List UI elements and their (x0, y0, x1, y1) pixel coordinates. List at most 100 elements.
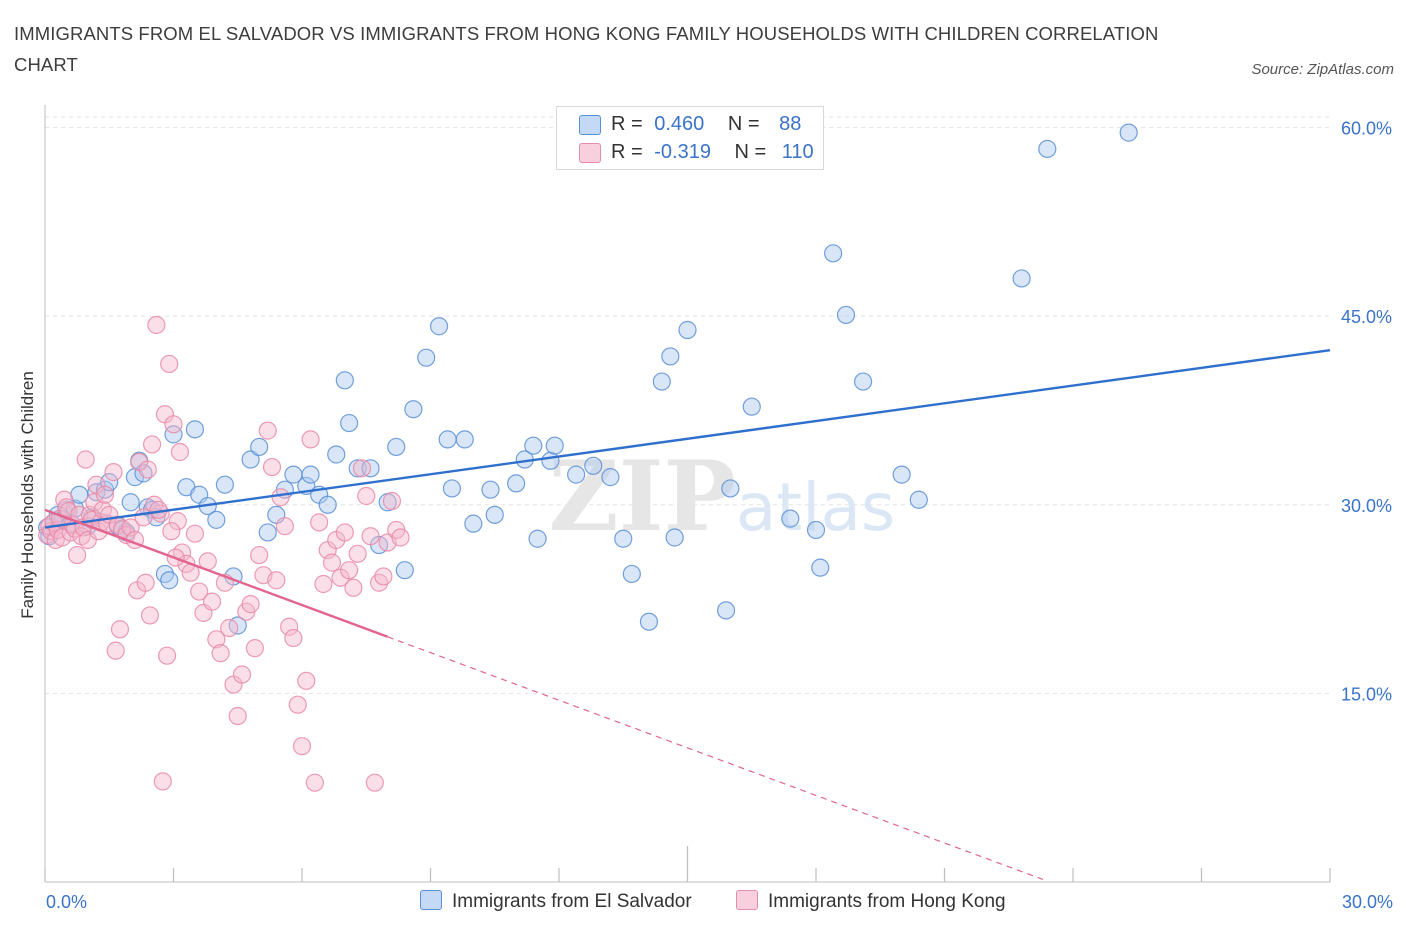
hong-kong-point (305, 773, 324, 792)
el-salvador-point (258, 523, 277, 542)
hong-kong-point (297, 671, 316, 690)
watermark: ZIPatlas (549, 440, 896, 553)
hong-kong-point (220, 618, 239, 638)
hong-kong-point (202, 592, 222, 611)
el-salvador-point (639, 612, 659, 631)
hong-kong-point (164, 415, 183, 434)
el-salvador-point (164, 425, 183, 444)
el-salvador-point (250, 437, 269, 457)
hong-kong-point (241, 595, 260, 614)
el-salvador-point (854, 372, 873, 391)
legend-swatch-blue (579, 115, 601, 135)
hong-kong-point (153, 772, 172, 791)
hong-kong-point (365, 773, 384, 792)
hong-kong-point (185, 524, 205, 543)
el-salvador-point (567, 465, 586, 484)
hong-kong-trend-line (44, 508, 389, 638)
hong-kong-point (245, 639, 264, 658)
el-salvador-point (215, 475, 234, 494)
hong-kong-point (140, 606, 160, 625)
el-salvador-point (417, 348, 436, 367)
el-salvador-point (507, 474, 526, 493)
hong-kong-point (106, 641, 125, 660)
el-salvador-point (716, 601, 736, 620)
grid-lines (45, 116, 1330, 694)
hong-kong-point (344, 578, 363, 597)
correlation-legend: R = 0.460 N = 88 R = -0.319 N = 110 (556, 106, 824, 170)
y-tick-label: 30.0% (1341, 496, 1392, 516)
hong-kong-point (76, 450, 95, 469)
hong-kong-point (136, 573, 155, 592)
hong-kong-point (267, 571, 286, 590)
hong-kong-point (168, 512, 187, 531)
el-salvador-point (742, 397, 761, 416)
el-salvador-point (1012, 269, 1031, 288)
y-tick-label: 45.0% (1341, 307, 1392, 327)
el-salvador-point (387, 437, 406, 457)
hong-kong-point (55, 490, 74, 509)
el-salvador-point (455, 430, 474, 449)
hong-kong-point (382, 491, 402, 511)
el-salvador-point (185, 420, 205, 439)
chart-title: IMMIGRANTS FROM EL SALVADOR VS IMMIGRANT… (14, 23, 1159, 75)
bottom-legend-label: Immigrants from El Salvador (452, 891, 692, 912)
hong-kong-point (361, 527, 380, 546)
hong-kong-point (95, 485, 115, 504)
el-salvador-point (909, 490, 928, 509)
el-salvador-point (652, 372, 671, 391)
el-salvador-point (665, 528, 684, 547)
el-salvador-point (241, 450, 260, 469)
hong-kong-point (147, 315, 166, 335)
hong-kong-point (104, 462, 123, 482)
hong-kong-point (138, 460, 157, 479)
r-value: -0.319 (654, 141, 711, 163)
hong-kong-point (190, 582, 209, 601)
bottom-legend-hong-kong: Immigrants from Hong Kong (736, 890, 1006, 913)
r-label: R = (611, 113, 643, 135)
watermark-atlas: atlas (736, 469, 896, 546)
x-tick-label: 30.0% (1342, 892, 1393, 912)
n-value: 88 (779, 113, 802, 135)
hong-kong-point (348, 544, 367, 563)
hong-kong-point (322, 553, 342, 572)
legend-text: R = 0.460 N = 88 (611, 113, 801, 136)
el-salvador-point (528, 529, 547, 548)
el-salvador-point (541, 451, 560, 470)
bottom-legend-swatch-pink (736, 890, 758, 910)
el-salvador-point (781, 509, 800, 528)
hong-kong-point (160, 354, 179, 374)
hong-kong-point (68, 545, 87, 565)
el-salvador-point (464, 514, 483, 533)
hong-kong-point (228, 706, 247, 726)
hong-kong-point (352, 459, 372, 478)
el-salvador-point (485, 505, 504, 524)
hong-kong-point (314, 574, 333, 594)
hong-kong-point (301, 430, 320, 449)
watermark-zip: ZIP (549, 440, 736, 553)
hong-kong-point (391, 528, 410, 547)
hong-kong-point (335, 523, 354, 542)
source-label: Source: ZipAtlas.com (1251, 61, 1394, 78)
y-tick-label: 60.0% (1341, 119, 1392, 139)
hong-kong-point (374, 567, 393, 586)
el-salvador-point (160, 571, 179, 590)
el-salvador-point (545, 436, 564, 455)
el-salvador-point (1119, 123, 1138, 142)
hong-kong-point (211, 644, 230, 663)
hong-kong-point (258, 421, 277, 440)
el-salvador-point (438, 430, 457, 449)
hong-kong-point (207, 630, 226, 649)
n-label: N = (734, 141, 767, 163)
y-axis-label: Family Households with Children (18, 371, 37, 619)
hong-kong-point (53, 528, 72, 547)
n-label: N = (727, 113, 760, 135)
el-salvador-trend-line (44, 348, 1331, 529)
tick-labels: 15.0% 30.0% 45.0% 60.0% 0.0% 30.0% (46, 119, 1393, 912)
n-value: 110 (781, 141, 814, 163)
el-salvador-point (207, 510, 226, 529)
hong-kong-point (275, 517, 294, 536)
trend-lines (44, 348, 1331, 881)
hong-kong-point (288, 695, 307, 714)
bottom-legend-swatch-blue (420, 890, 442, 910)
